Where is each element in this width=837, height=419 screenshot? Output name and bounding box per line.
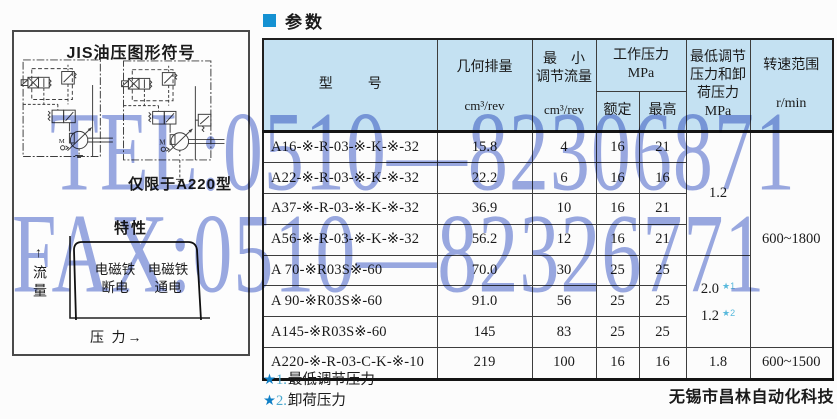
min-flow-cell: 12	[531, 223, 597, 256]
table-row: A56-※-R-03-※-K-※-32 56.2 12 16 21	[262, 223, 833, 256]
parameters-table: 型 号 几何排量 cm³/rev 最 小 调节流量 cm³/rev 工作压力 M…	[262, 38, 834, 381]
max-cell: 21	[638, 129, 687, 164]
model-cell: A16-※-R-03-※-K-※-32	[262, 129, 438, 164]
region-on-label: 电磁铁	[148, 262, 189, 277]
model-cell: A 90-※R03S※-60	[262, 285, 438, 318]
header-min-pressure: 最低调节 压力和卸 荷压力 MPa	[685, 38, 751, 132]
displacement-cell: 219	[436, 347, 533, 381]
pressure-merged-cell-5-7: 2.0 ★1 1.2 ★2	[685, 254, 751, 349]
max-cell: 25	[638, 316, 687, 349]
company-name: 无锡市昌林自动化科技	[668, 389, 834, 406]
displacement-cell: 56.2	[436, 223, 533, 256]
chart-y-axis-label: ↑流量	[31, 246, 46, 301]
footnote-number: 1.	[276, 372, 287, 388]
footnote-mark: ★2	[722, 308, 736, 319]
max-cell: 16	[638, 347, 687, 381]
hydraulic-diagram-standard: M	[20, 59, 113, 158]
table-row: A220-※-R-03-C-K-※-10 219 100 16 16 1.8 6…	[262, 347, 834, 381]
min-flow-cell: 56	[531, 285, 597, 318]
rated-cell: 16	[595, 347, 640, 381]
diagram-m-label: M	[59, 138, 65, 145]
displacement-cell: 22.2	[436, 162, 533, 195]
chart-plot-area: 电磁铁 断电 电磁铁 通电	[69, 236, 210, 321]
displacement-cell: 145	[436, 316, 533, 349]
characteristics-title: 特性	[113, 220, 148, 237]
diagram-m-label: M	[159, 139, 165, 146]
region-off-label: 断电	[102, 280, 129, 295]
rated-cell: 16	[595, 193, 640, 225]
section-header: 参数	[263, 8, 325, 33]
footnote-mark: ★1	[722, 281, 736, 292]
jis-symbol-panel: JIS油压图形符号	[12, 30, 250, 356]
rated-cell: 25	[595, 254, 640, 287]
max-cell: 16	[638, 162, 687, 195]
min-flow-cell: 83	[531, 316, 597, 349]
footnote-text: 卸荷压力	[287, 393, 346, 409]
speed-cell: 600~1500	[749, 347, 834, 381]
min-flow-cell: 10	[531, 193, 597, 225]
rated-cell: 16	[595, 223, 640, 256]
displacement-cell: 70.0	[436, 254, 533, 287]
min-flow-cell: 30	[531, 254, 597, 287]
table-row: A37-※-R-03-※-K-※-32 36.9 10 16 21	[262, 193, 833, 225]
displacement-cell: 36.9	[436, 193, 533, 225]
max-cell: 21	[638, 223, 687, 256]
header-min-flow: 最 小 调节流量 cm³/rev	[531, 38, 597, 132]
min-flow-cell: 100	[531, 347, 597, 381]
model-cell: A145-※R03S※-60	[262, 316, 438, 349]
model-cell: A22-※-R-03-※-K-※-32	[262, 162, 438, 195]
max-cell: 25	[638, 254, 687, 287]
rated-cell: 16	[595, 162, 640, 195]
footnote-1: ★1.最低调节压力	[263, 370, 375, 391]
header-working-pressure: 工作压力 MPa	[595, 38, 687, 92]
characteristics-chart: ↑流量 电磁铁 断电 电磁铁 通电 压 力→	[31, 234, 224, 350]
header-max: 最高	[638, 90, 687, 132]
footnotes: ★1.最低调节压力 ★2.卸荷压力	[263, 370, 375, 412]
pressure-merged-cell-1-4: 1.2	[685, 129, 751, 256]
region-on-label: 通电	[155, 280, 182, 295]
footnote-number: 2.	[276, 393, 287, 409]
pressure-cell: 1.8	[685, 347, 751, 381]
rated-cell: 25	[595, 285, 640, 318]
min-flow-cell: 4	[531, 129, 597, 164]
displacement-cell: 15.8	[436, 129, 533, 164]
model-cell: A56-※-R-03-※-K-※-32	[262, 223, 438, 256]
rated-cell: 25	[595, 316, 640, 349]
star-icon: ★	[263, 393, 276, 409]
footnote-2: ★2.卸荷压力	[263, 391, 375, 412]
header-rated: 额定	[595, 90, 640, 132]
panel-title: JIS油压图形符号	[66, 45, 196, 62]
pressure-value: 2.0	[700, 281, 720, 298]
rated-cell: 16	[595, 129, 640, 164]
displacement-cell: 91.0	[436, 285, 533, 318]
region-off-label: 电磁铁	[95, 262, 136, 277]
model-cell: A 70-※R03S※-60	[262, 254, 438, 287]
max-cell: 25	[638, 285, 687, 318]
min-flow-cell: 6	[531, 162, 597, 195]
footnote-text: 最低调节压力	[287, 372, 375, 388]
chart-x-axis-label: 压 力→	[90, 331, 144, 346]
pressure-value: 1.2	[700, 308, 720, 325]
model-cell: A220-※-R-03-C-K-※-10	[262, 347, 438, 381]
table-row: A22-※-R-03-※-K-※-32 22.2 6 16 16	[262, 162, 833, 195]
header-displacement: 几何排量 cm³/rev	[436, 38, 533, 132]
hydraulic-diagram-a220: M	[121, 60, 225, 182]
model-cell: A37-※-R-03-※-K-※-32	[262, 193, 438, 225]
table-row: A 70-※R03S※-60 70.0 30 25 25 2.0 ★1 1.2 ★2	[262, 254, 833, 349]
header-speed-range: 转速范围 r/min	[749, 38, 834, 132]
section-bullet-icon	[263, 14, 276, 27]
table-row: A16-※-R-03-※-K-※-32 15.8 4 16 21 1.2 600…	[262, 129, 834, 349]
max-cell: 21	[638, 193, 687, 225]
header-model: 型 号	[262, 38, 438, 132]
section-title: 参数	[285, 13, 325, 32]
star-icon: ★	[263, 372, 276, 388]
a220-only-caption: 仅限于A220型	[128, 176, 232, 193]
speed-merged-cell-1-7: 600~1800	[749, 129, 834, 349]
